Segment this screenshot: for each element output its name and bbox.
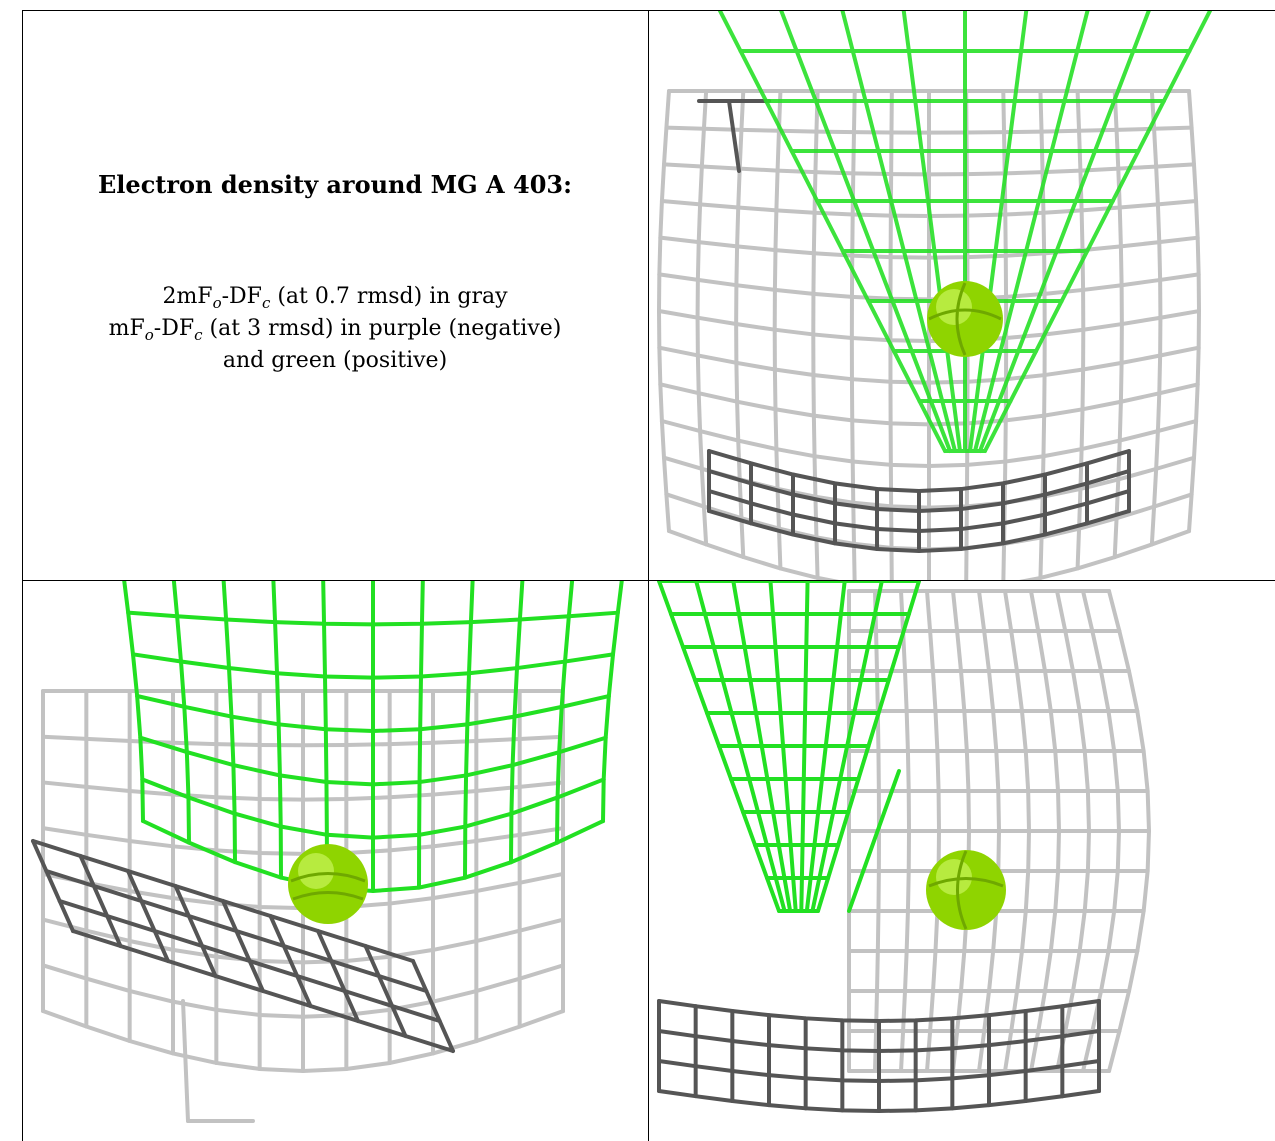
density-view-bottom-right [649, 581, 1275, 1141]
density-view-top-right [649, 11, 1275, 580]
mesh-view-icon [657, 581, 1152, 1114]
grid-rule-middle-vertical [648, 10, 649, 1141]
caption-legend: 2mFo-DFc (at 0.7 rmsd) in gray mFo-DFc (… [109, 281, 562, 377]
mesh-view-icon [656, 11, 1213, 580]
mg-ion [288, 844, 368, 924]
legend-line-green: and green (positive) [222, 348, 448, 373]
legend-line-2mfo: 2mFo-DFc (at 0.7 rmsd) in gray [162, 284, 508, 312]
mesh-view-icon [31, 581, 624, 1123]
grid-rule-middle-horizontal [22, 580, 1275, 581]
grid-rule-left [22, 10, 23, 1141]
mg-ion [927, 281, 1003, 357]
density-view-bottom-left [23, 581, 648, 1141]
mg-ion [926, 850, 1006, 930]
legend-line-mfo: mFo-DFc (at 3 rmsd) in purple (negative) [108, 316, 562, 344]
caption-cell: Electron density around MG A 403: 2mFo-D… [22, 10, 648, 580]
caption-title: Electron density around MG A 403: [98, 170, 572, 199]
